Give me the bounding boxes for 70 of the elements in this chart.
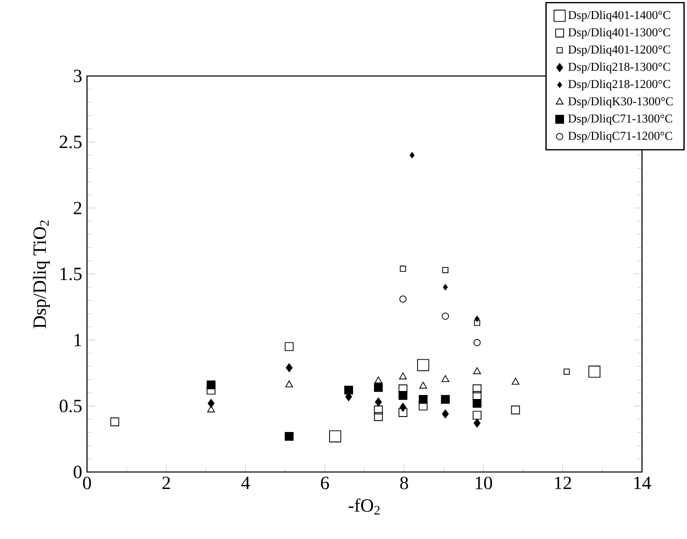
point [564,368,570,375]
point [400,266,406,272]
x-tick-label: 10 [476,476,492,490]
point [442,410,449,418]
point [285,380,294,388]
y-tick-label: 0.5 [60,400,82,412]
point [588,366,600,378]
point [374,376,382,384]
point [472,384,482,394]
point [374,383,383,392]
point [374,412,383,421]
point [410,152,414,158]
point [398,408,408,417]
point [208,398,214,408]
y-tick-label: 1 [74,334,82,346]
point [206,380,216,390]
y-tick-label: 3 [74,70,82,82]
point [512,378,520,385]
point [474,316,480,322]
legend-label: Dsp/Dliq401-1200°C [568,45,670,56]
point [474,418,480,428]
y-axis-title: Dsp/Dliq TiO$_{2}$ [32,220,50,328]
point [442,312,449,320]
x-tick-label: 6 [320,476,329,490]
legend-label: Dsp/DliqC71-1300°C [568,114,672,126]
point [398,384,408,394]
point [399,295,407,303]
point [473,339,481,346]
point [473,367,481,374]
point [110,417,120,426]
y-tick-label: 2 [74,202,82,214]
point [374,406,383,414]
point [474,320,480,326]
point [329,430,342,442]
point [442,284,448,290]
legend-label: Dsp/Dliq401-1300°C [568,28,670,39]
point [284,432,294,441]
point [442,375,450,382]
legend-label: Dsp/Dliq218-1300°C [568,62,670,74]
point [418,394,428,404]
point [472,398,482,408]
x-tick-label: 4 [241,476,250,489]
point [284,342,294,351]
y-tick-label: 2.5 [60,136,82,148]
y-tick-label: 0 [74,466,82,478]
point [440,394,450,404]
point [286,363,293,372]
x-tick-label: 0 [83,476,91,490]
point [419,382,428,389]
legend-label: Dsp/Dliq401-1400°C [568,10,670,22]
legend-label: Dsp/DliqC71-1200°C [568,131,672,142]
point [418,402,428,410]
point [511,406,520,414]
legend-label: Dsp/Dliq218-1200°C [568,80,670,91]
point [207,406,215,412]
point [399,372,407,380]
point [398,391,408,400]
y-tick-label: 1.5 [60,268,82,280]
point [400,402,406,412]
x-tick-label: 14 [634,476,652,490]
point [442,266,448,274]
point [344,386,354,395]
point [374,398,382,406]
x-axis-title: -fO$_{2}$ [348,498,380,514]
legend-label: Dsp/DliqK30-1300°C [568,96,673,108]
point [417,359,430,372]
x-tick-label: 2 [162,476,170,490]
point [472,410,482,420]
x-tick-label: 8 [400,476,408,490]
x-tick-label: 12 [555,476,572,490]
